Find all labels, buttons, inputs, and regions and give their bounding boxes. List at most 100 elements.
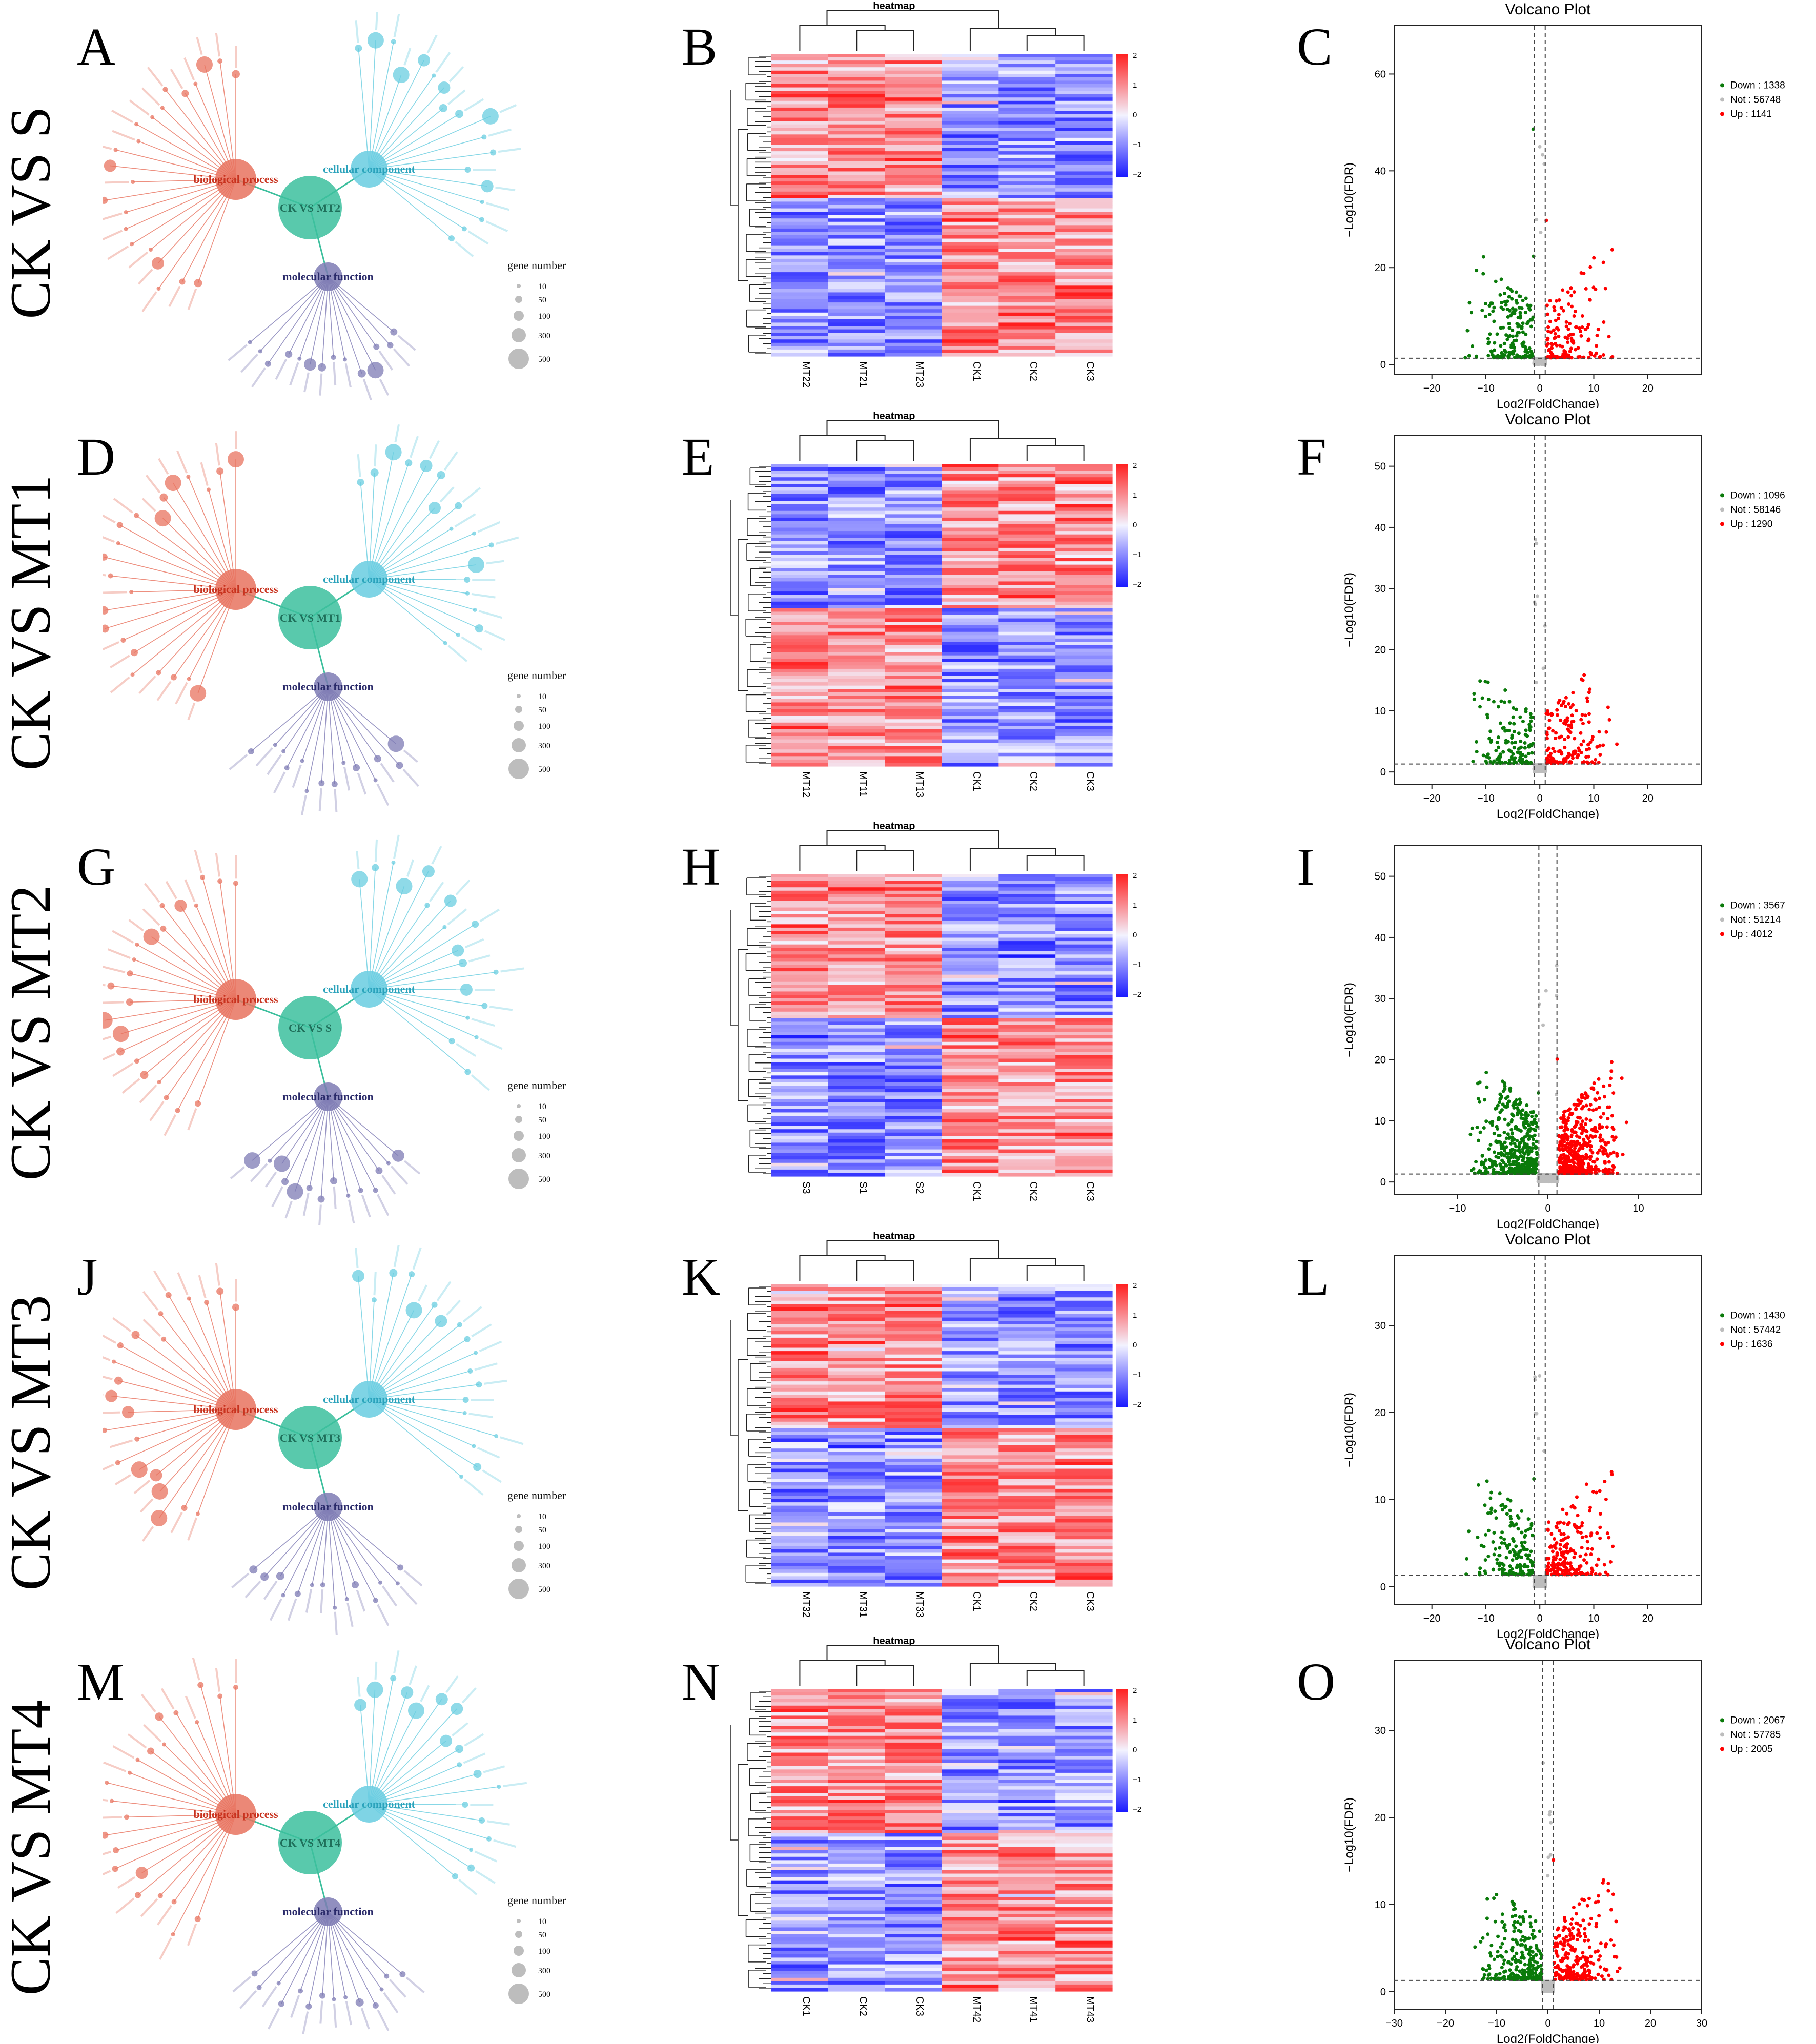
- heatmap-cell: [998, 618, 1056, 622]
- heatmap-cell: [1055, 763, 1113, 767]
- heatmap-cell: [828, 201, 886, 206]
- go-term-label: [107, 948, 131, 959]
- heatmap-cell: [828, 531, 886, 535]
- down-point: [1469, 311, 1473, 315]
- heatmap-cell: [998, 1153, 1056, 1157]
- heatmap-cell: [828, 985, 886, 989]
- up-point: [1588, 351, 1593, 355]
- heatmap-cell: [1055, 1018, 1113, 1023]
- x-tick-label: 0: [1537, 793, 1543, 804]
- heatmap-cell: [771, 601, 829, 605]
- down-point: [1511, 341, 1515, 345]
- figure-row: CK VS S A B C CK VS MT2 biological process cel…: [0, 0, 1816, 408]
- heatmap-cell: [771, 1082, 829, 1086]
- heatmap-cell: [828, 961, 886, 965]
- go-term-label: [164, 1114, 177, 1136]
- down-point: [1495, 757, 1499, 761]
- heatmap-cell: [885, 467, 943, 471]
- heatmap-cell: [885, 74, 943, 78]
- go-cc-label: cellular component: [323, 162, 416, 175]
- heatmap-cell: [1055, 981, 1113, 985]
- go-term-node: [387, 342, 394, 349]
- heatmap-cell: [942, 957, 999, 962]
- heatmap-cell: [885, 652, 943, 656]
- go-term-node: [393, 67, 410, 84]
- heatmap-cell: [1055, 507, 1113, 512]
- heatmap-cell: [771, 1153, 829, 1157]
- down-point: [1503, 300, 1507, 304]
- heatmap-cell: [771, 151, 829, 155]
- go-term-label: [499, 104, 517, 113]
- heatmap-cell: [998, 551, 1056, 555]
- heatmap-cell: [771, 1142, 829, 1147]
- up-point: [1546, 325, 1550, 329]
- go-term-label: [168, 285, 181, 308]
- heatmap-cell: [828, 1058, 886, 1062]
- heatmap-cell: [1055, 1058, 1113, 1062]
- go-term-node: [129, 590, 134, 595]
- heatmap-cell: [828, 571, 886, 575]
- heatmap-cell: [998, 944, 1056, 948]
- heatmap-cell: [885, 1106, 943, 1110]
- heatmap-cell: [942, 1099, 999, 1103]
- up-point: [1598, 744, 1602, 748]
- go-term-label: [348, 1199, 355, 1224]
- heatmap-cell: [771, 719, 829, 723]
- heatmap-cell: [828, 648, 886, 652]
- heatmap-cell: [885, 887, 943, 891]
- up-point: [1571, 690, 1575, 694]
- heatmap-cell: [998, 561, 1056, 565]
- heatmap-cell: [942, 739, 999, 743]
- down-point: [1472, 692, 1476, 696]
- heatmap-cell: [885, 937, 943, 942]
- up-point: [1594, 287, 1598, 291]
- heatmap-cell: [771, 527, 829, 532]
- heatmap-cell: [771, 648, 829, 652]
- up-point: [1588, 298, 1592, 302]
- up-point: [1545, 343, 1549, 348]
- heatmap-cell: [998, 1045, 1056, 1049]
- go-legend-value: 500: [538, 765, 550, 774]
- heatmap-cell: [1055, 128, 1113, 132]
- up-point: [1564, 722, 1568, 726]
- heatmap-cell: [942, 1129, 999, 1133]
- heatmap-cell: [998, 578, 1056, 582]
- go-cc-label: cellular component: [323, 573, 416, 585]
- heatmap-cell: [1055, 904, 1113, 908]
- heatmap-cell: [942, 212, 999, 216]
- heatmap-cell: [942, 1069, 999, 1073]
- heatmap-cell: [942, 282, 999, 286]
- heatmap-cell: [885, 924, 943, 928]
- heatmap-cell: [828, 1045, 886, 1049]
- heatmap-cell: [998, 265, 1056, 270]
- down-point: [1472, 697, 1476, 701]
- go-term-node: [164, 1095, 169, 1100]
- heatmap-cell: [771, 702, 829, 706]
- heatmap-cell: [942, 968, 999, 972]
- heatmap-cell: [771, 1119, 829, 1123]
- heatmap-cell: [885, 107, 943, 112]
- go-term-label: [380, 763, 395, 783]
- heatmap-cell: [885, 531, 943, 535]
- heatmap-cell: [942, 289, 999, 293]
- heatmap-cell: [998, 558, 1056, 562]
- heatmap-cell: [828, 622, 886, 626]
- heatmap-cell: [998, 877, 1056, 881]
- go-term-node: [136, 139, 141, 144]
- heatmap-cell: [828, 168, 886, 172]
- heatmap-cell: [1055, 601, 1113, 605]
- go-term-node: [444, 894, 457, 907]
- heatmap-cell: [828, 706, 886, 710]
- down-point: [1514, 308, 1518, 312]
- down-point: [1507, 326, 1512, 330]
- heatmap-cell: [998, 726, 1056, 730]
- go-term-node: [194, 279, 202, 288]
- heatmap-cell: [998, 1142, 1056, 1147]
- heatmap-cell: [885, 998, 943, 1002]
- heatmap-cell: [998, 555, 1056, 559]
- up-point: [1601, 743, 1605, 747]
- heatmap-cell: [771, 1005, 829, 1009]
- heatmap-cell: [942, 329, 999, 333]
- down-point: [1510, 297, 1514, 301]
- heatmap-cell: [1055, 269, 1113, 273]
